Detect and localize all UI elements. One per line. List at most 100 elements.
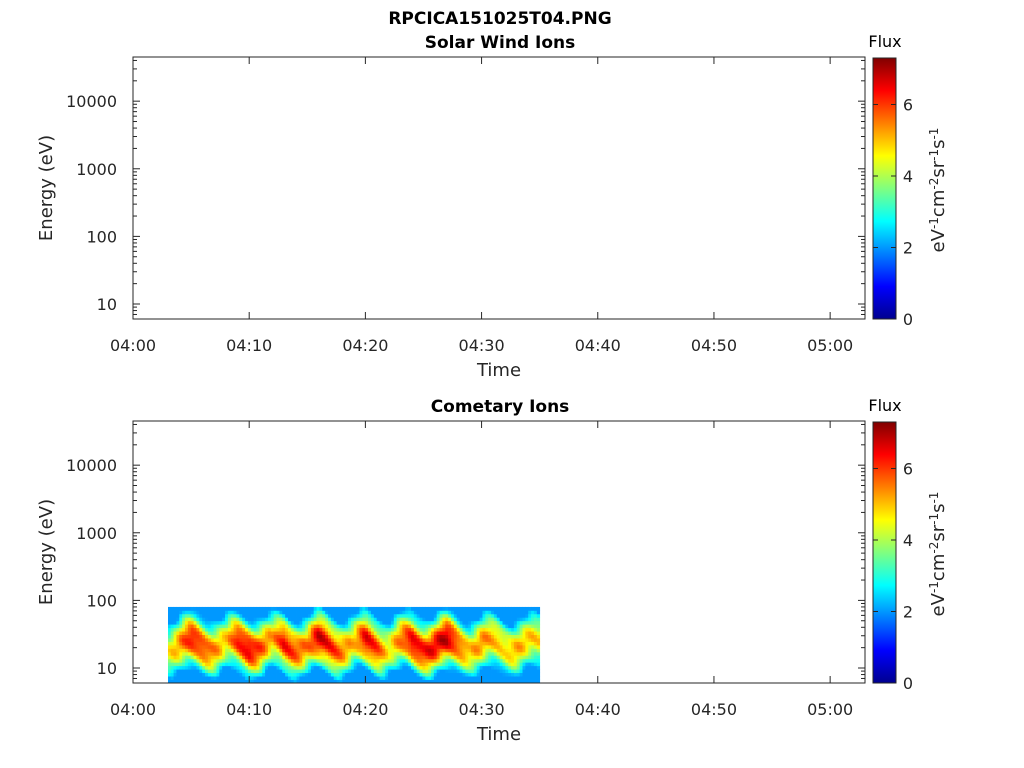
heatmap-cell: [439, 610, 443, 615]
heatmap-cell: [293, 631, 297, 635]
heatmap-cell: [199, 658, 203, 663]
heatmap-cell: [410, 658, 415, 663]
heatmap-cell: [362, 606, 366, 611]
heatmap-cell: [308, 651, 312, 656]
heatmap-cell: [207, 655, 212, 660]
heatmap-cell: [502, 644, 506, 649]
heatmap-cell: [190, 679, 194, 684]
heatmap-cell: [513, 627, 518, 632]
heatmap-cell: [479, 658, 483, 663]
heatmap-cell: [282, 627, 286, 632]
heatmap-cell: [536, 651, 541, 656]
heatmap-cell: [256, 627, 260, 632]
heatmap-cell: [250, 662, 255, 667]
heatmap-cell: [345, 672, 349, 677]
heatmap-cell: [453, 631, 458, 635]
heatmap-cell: [276, 679, 280, 684]
heatmap-cell: [505, 655, 509, 660]
heatmap-cell: [405, 644, 409, 649]
heatmap-cell: [456, 610, 460, 615]
heatmap-cell: [259, 662, 263, 667]
heatmap-cell: [519, 658, 523, 663]
heatmap-cell: [336, 641, 340, 646]
heatmap-cell: [253, 676, 257, 680]
heatmap-cell: [462, 634, 466, 639]
heatmap-cell: [462, 641, 466, 646]
heatmap-cell: [445, 641, 449, 646]
x-tick-label: 04:20: [342, 700, 388, 719]
heatmap-cell: [328, 634, 332, 639]
heatmap-cell: [233, 679, 237, 684]
heatmap-cell: [279, 651, 283, 656]
heatmap-cell: [531, 644, 535, 649]
heatmap-cell: [416, 606, 420, 611]
heatmap-cell: [433, 665, 438, 670]
heatmap-cell: [436, 658, 440, 663]
heatmap-cell: [368, 617, 372, 622]
heatmap-cell: [362, 638, 366, 642]
heatmap-cell: [196, 634, 200, 639]
heatmap-cell: [202, 610, 206, 615]
heatmap-cell: [299, 634, 303, 639]
heatmap-cell: [339, 617, 343, 622]
heatmap-cell: [419, 655, 423, 660]
heatmap-cell: [488, 665, 492, 670]
colorbar: [872, 421, 897, 684]
heatmap-cell: [390, 613, 395, 618]
heatmap-cell: [267, 631, 272, 635]
heatmap-cell: [533, 641, 538, 646]
heatmap-cell: [219, 606, 223, 611]
heatmap-cell: [230, 644, 235, 649]
heatmap-cell: [245, 631, 249, 635]
heatmap-cell: [382, 620, 386, 625]
heatmap-cell: [305, 634, 309, 639]
y-axis-label: Energy (eV): [36, 499, 57, 605]
heatmap-cell: [362, 662, 366, 667]
heatmap-cell: [462, 676, 466, 680]
heatmap-cell: [350, 638, 355, 642]
heatmap-cell: [299, 662, 303, 667]
heatmap-cell: [508, 662, 512, 667]
heatmap-cell: [328, 676, 332, 680]
heatmap-cell: [182, 655, 186, 660]
heatmap-cell: [196, 617, 200, 622]
heatmap-cell: [373, 669, 378, 674]
heatmap-cell: [262, 648, 266, 653]
heatmap-cell: [202, 634, 206, 639]
heatmap-cell: [433, 634, 438, 639]
heatmap-cell: [290, 620, 295, 625]
heatmap-cell: [219, 610, 223, 615]
heatmap-cell: [459, 638, 463, 642]
heatmap-cell: [388, 658, 392, 663]
heatmap-cell: [488, 651, 492, 656]
heatmap-cell: [245, 624, 249, 629]
heatmap-cell: [256, 624, 260, 629]
heatmap-cell: [285, 620, 289, 625]
heatmap-cell: [405, 648, 409, 653]
heatmap-cell: [176, 606, 180, 611]
heatmap-cell: [499, 676, 503, 680]
heatmap-cell: [207, 662, 212, 667]
heatmap-cell: [242, 631, 246, 635]
heatmap-cell: [196, 641, 200, 646]
heatmap-cell: [379, 627, 383, 632]
heatmap-cell: [236, 669, 240, 674]
heatmap-cell: [462, 631, 466, 635]
heatmap-cell: [239, 669, 243, 674]
heatmap-cell: [282, 665, 286, 670]
heatmap-cell: [185, 634, 189, 639]
heatmap-cell: [193, 620, 197, 625]
heatmap-cell: [516, 631, 521, 635]
heatmap-cell: [299, 676, 303, 680]
heatmap-cell: [416, 651, 420, 656]
heatmap-cell: [425, 658, 429, 663]
heatmap-cell: [245, 617, 249, 622]
heatmap-cell: [488, 658, 492, 663]
heatmap-cell: [485, 638, 489, 642]
heatmap-cell: [276, 662, 280, 667]
heatmap-cell: [253, 672, 257, 677]
heatmap-cell: [393, 644, 398, 649]
heatmap-cell: [385, 638, 389, 642]
heatmap-cell: [496, 658, 501, 663]
heatmap-cell: [328, 610, 332, 615]
